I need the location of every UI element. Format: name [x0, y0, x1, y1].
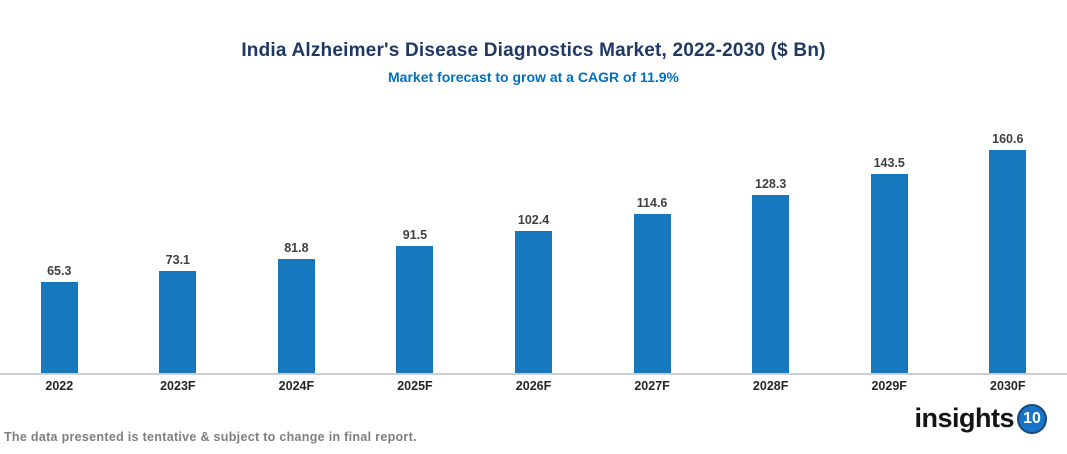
bar-value-label: 73.1: [165, 253, 191, 267]
bar-value-label: 65.3: [47, 264, 72, 278]
bar-column: 114.6: [593, 196, 712, 373]
bar-value-label: 128.3: [755, 177, 787, 191]
bar-column: 160.6: [949, 132, 1067, 373]
bar-column: 81.8: [237, 241, 356, 373]
bar-value-label: 91.5: [402, 228, 428, 242]
x-axis-label: 2026F: [515, 379, 552, 393]
bar: [989, 150, 1027, 373]
x-axis-label: 2025F: [397, 379, 433, 393]
bar-column: 91.5: [356, 228, 475, 373]
x-axis-label: 2027F: [634, 379, 670, 393]
x-axis-label: 2024F: [278, 379, 315, 393]
disclaimer-text: The data presented is tentative & subjec…: [4, 430, 417, 444]
bar: [40, 282, 78, 373]
bar-chart-plot-area: 65.3 73.1 81.8 91.5 102.4 114.6 128.3 143.5 160.…: [0, 123, 1067, 373]
bar-column: 102.4: [474, 213, 593, 373]
bar-value-label: 114.6: [636, 196, 668, 210]
x-axis-line: [0, 373, 1067, 375]
bar-column: 73.1: [119, 253, 238, 373]
chart-subtitle: Market forecast to grow at a CAGR of 11.…: [388, 69, 679, 85]
logo-text: insights: [914, 403, 1014, 433]
insights10-logo: insights 10: [914, 403, 1047, 434]
bar-column: 143.5: [830, 156, 949, 373]
bar-column: 65.3: [0, 264, 119, 373]
x-axis-label: 2029F: [871, 379, 907, 393]
bar-value-label: 81.8: [284, 241, 309, 255]
x-axis-label: 2023F: [160, 379, 196, 393]
bar: [277, 259, 315, 373]
x-axis-labels: 2022 2023F 2024F 2025F 2026F 2027F 2028F 2029F 2…: [0, 379, 1067, 393]
bar: [396, 246, 434, 373]
bar-value-label: 143.5: [873, 156, 905, 170]
chart-header: India Alzheimer's Disease Diagnostics Ma…: [0, 40, 1067, 85]
bar: [752, 195, 790, 373]
bar-value-label: 102.4: [517, 213, 550, 227]
bar: [515, 231, 553, 373]
x-axis-label: 2030F: [990, 379, 1026, 393]
bar: [159, 271, 197, 373]
bar-value-label: 160.6: [992, 132, 1024, 146]
bar: [633, 214, 671, 373]
logo-badge: 10: [1017, 403, 1047, 434]
chart-title: India Alzheimer's Disease Diagnostics Ma…: [241, 40, 826, 61]
x-axis-label: 2022: [45, 379, 74, 393]
x-axis-label: 2028F: [752, 379, 789, 393]
bar-column: 128.3: [711, 177, 830, 373]
bar: [870, 174, 908, 373]
